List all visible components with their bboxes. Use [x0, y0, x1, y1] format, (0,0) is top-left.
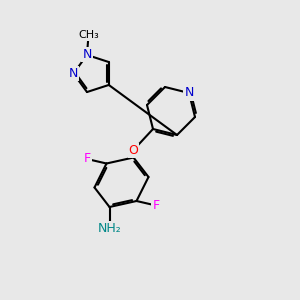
- Text: NH₂: NH₂: [98, 221, 122, 235]
- Text: N: N: [69, 67, 78, 80]
- Text: CH₃: CH₃: [78, 31, 99, 40]
- Text: F: F: [83, 152, 91, 166]
- Text: N: N: [82, 49, 92, 62]
- Text: N: N: [184, 86, 194, 100]
- Text: O: O: [129, 143, 138, 157]
- Text: F: F: [152, 199, 160, 212]
